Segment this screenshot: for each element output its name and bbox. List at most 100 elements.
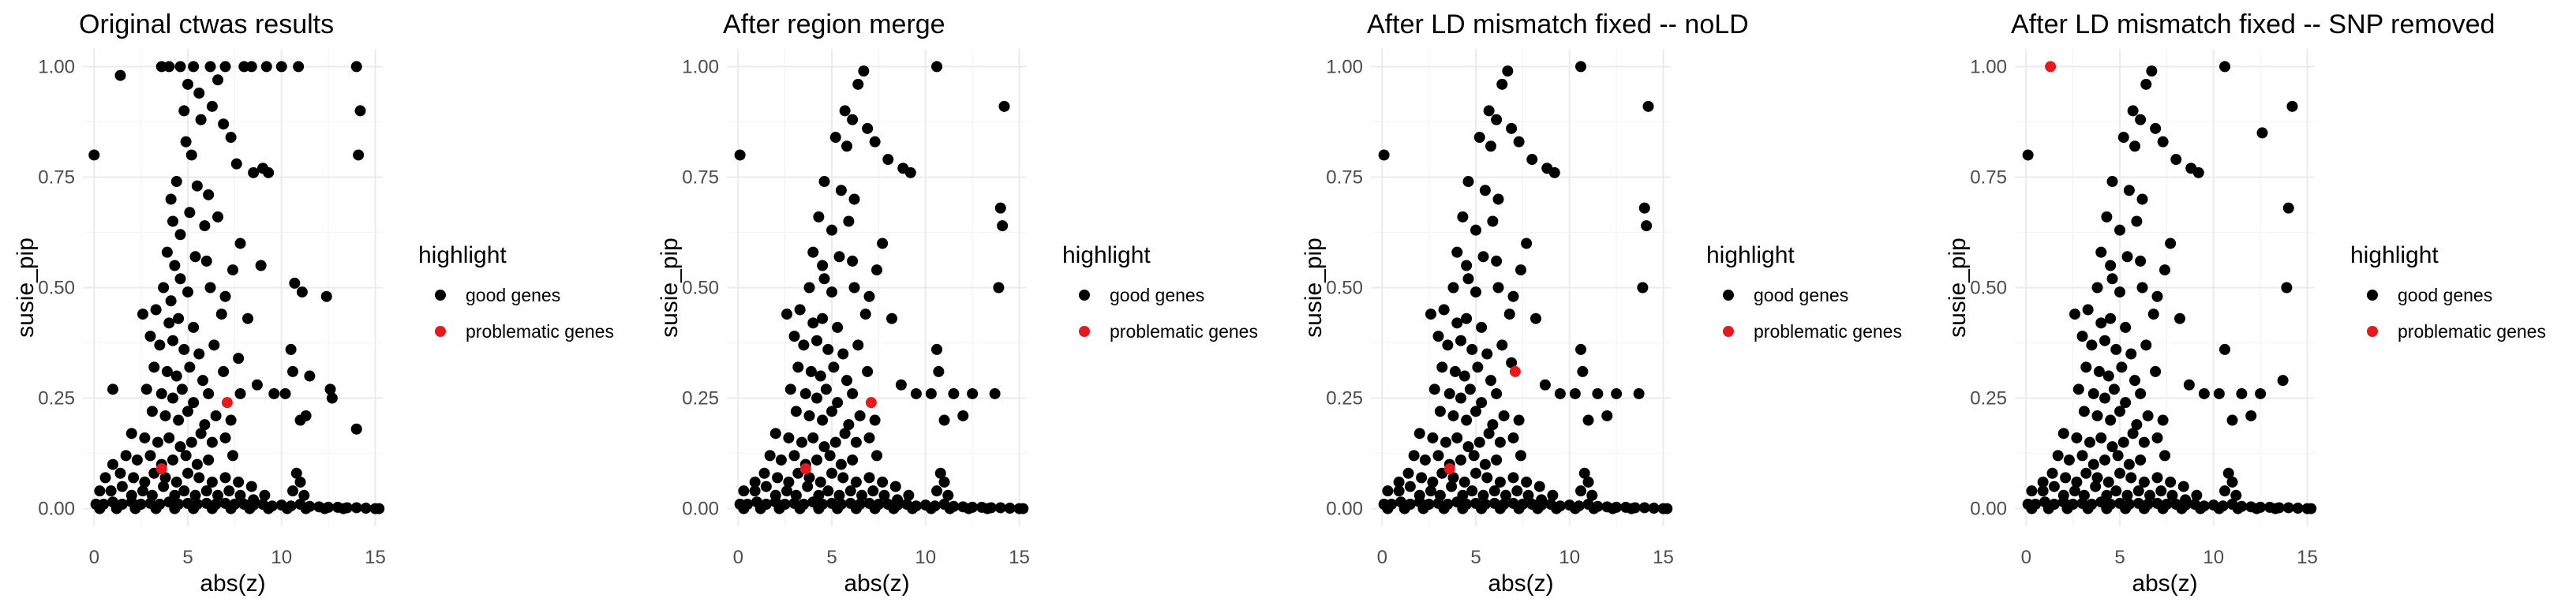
data-point xyxy=(350,423,362,435)
data-point xyxy=(174,229,186,241)
data-point xyxy=(2110,343,2122,355)
data-point xyxy=(852,78,864,90)
data-point xyxy=(2095,246,2107,258)
x-tick-label: 5 xyxy=(2114,547,2125,568)
data-point xyxy=(289,277,301,289)
legend-label: problematic genes xyxy=(1754,321,1902,342)
data-point xyxy=(2080,361,2092,373)
data-point xyxy=(2112,450,2124,462)
legend-key xyxy=(435,290,446,301)
data-point xyxy=(182,406,193,417)
legend-label: good genes xyxy=(1754,285,1848,305)
data-point xyxy=(193,88,205,99)
data-point xyxy=(193,348,205,360)
data-point xyxy=(2151,472,2163,484)
data-point xyxy=(863,290,875,302)
data-point xyxy=(1642,100,1654,112)
data-point xyxy=(1017,503,1029,514)
data-point xyxy=(1491,454,1503,466)
data-point xyxy=(1547,489,1559,501)
legend-label: problematic genes xyxy=(466,321,614,342)
data-point xyxy=(886,312,897,324)
data-point xyxy=(2256,127,2268,139)
data-point xyxy=(255,260,267,271)
data-point xyxy=(994,502,1006,514)
data-point xyxy=(1466,343,1478,355)
y-tick-label: 0.25 xyxy=(1970,388,2007,410)
data-point xyxy=(180,450,192,462)
data-point xyxy=(783,432,795,443)
data-point xyxy=(2131,215,2143,227)
data-point xyxy=(2114,406,2125,417)
data-point xyxy=(1515,264,1526,276)
data-point xyxy=(1607,503,1619,514)
data-point xyxy=(148,361,160,373)
data-point xyxy=(2166,489,2178,501)
data-point xyxy=(783,476,795,488)
data-point xyxy=(1491,114,1503,125)
chart-title: After region merge xyxy=(723,9,945,39)
data-point xyxy=(193,472,205,484)
data-point xyxy=(994,202,1006,214)
data-point xyxy=(2195,503,2207,514)
data-point xyxy=(738,485,750,497)
series-problematic-genes xyxy=(2045,61,2057,73)
data-point xyxy=(963,503,975,514)
data-point xyxy=(2060,472,2072,484)
data-point xyxy=(159,472,171,484)
data-point xyxy=(828,361,840,373)
data-point xyxy=(116,481,128,492)
data-point xyxy=(152,436,163,448)
data-point xyxy=(88,149,100,161)
data-point xyxy=(1661,503,1673,514)
data-point xyxy=(877,238,889,249)
data-point xyxy=(1477,489,1489,501)
data-point xyxy=(948,387,960,399)
data-point xyxy=(2072,383,2084,395)
data-point xyxy=(165,295,177,307)
data-point xyxy=(1554,387,1566,399)
data-point xyxy=(2281,282,2293,294)
data-point xyxy=(847,387,859,399)
legend-label: problematic genes xyxy=(2398,321,2546,342)
data-point xyxy=(2090,481,2102,492)
data-point xyxy=(218,365,230,377)
data-point xyxy=(188,397,200,409)
data-point xyxy=(2135,255,2147,267)
data-point xyxy=(1496,339,1508,351)
data-point xyxy=(2277,375,2289,387)
data-point xyxy=(775,454,787,466)
data-point xyxy=(107,458,118,470)
data-point xyxy=(2071,476,2083,488)
x-tick-label: 15 xyxy=(365,547,386,568)
data-point xyxy=(161,365,173,377)
data-point xyxy=(167,335,178,346)
data-point xyxy=(2042,503,2054,514)
y-tick-label: 0.50 xyxy=(1970,278,2007,299)
data-point xyxy=(99,472,111,484)
legend-label: good genes xyxy=(1110,285,1204,305)
data-point xyxy=(1521,238,1533,249)
data-point xyxy=(2026,503,2038,514)
data-point xyxy=(140,383,152,395)
data-point xyxy=(871,264,882,276)
data-point xyxy=(1455,335,1466,346)
data-point xyxy=(174,61,186,73)
data-point xyxy=(244,503,256,514)
data-point xyxy=(167,454,178,466)
data-point xyxy=(807,432,819,443)
data-point xyxy=(2093,365,2105,377)
data-point xyxy=(904,166,916,178)
data-point xyxy=(125,428,137,440)
data-point xyxy=(862,122,874,134)
data-point xyxy=(852,339,864,351)
chart-title: After LD mismatch fixed -- SNP removed xyxy=(2011,9,2495,39)
data-point xyxy=(1492,193,1504,205)
data-point xyxy=(206,436,218,448)
data-point xyxy=(1575,485,1586,497)
data-point xyxy=(931,343,942,355)
data-point xyxy=(2121,489,2133,501)
data-point xyxy=(847,255,859,267)
data-point xyxy=(1457,211,1469,223)
data-point xyxy=(818,176,830,188)
